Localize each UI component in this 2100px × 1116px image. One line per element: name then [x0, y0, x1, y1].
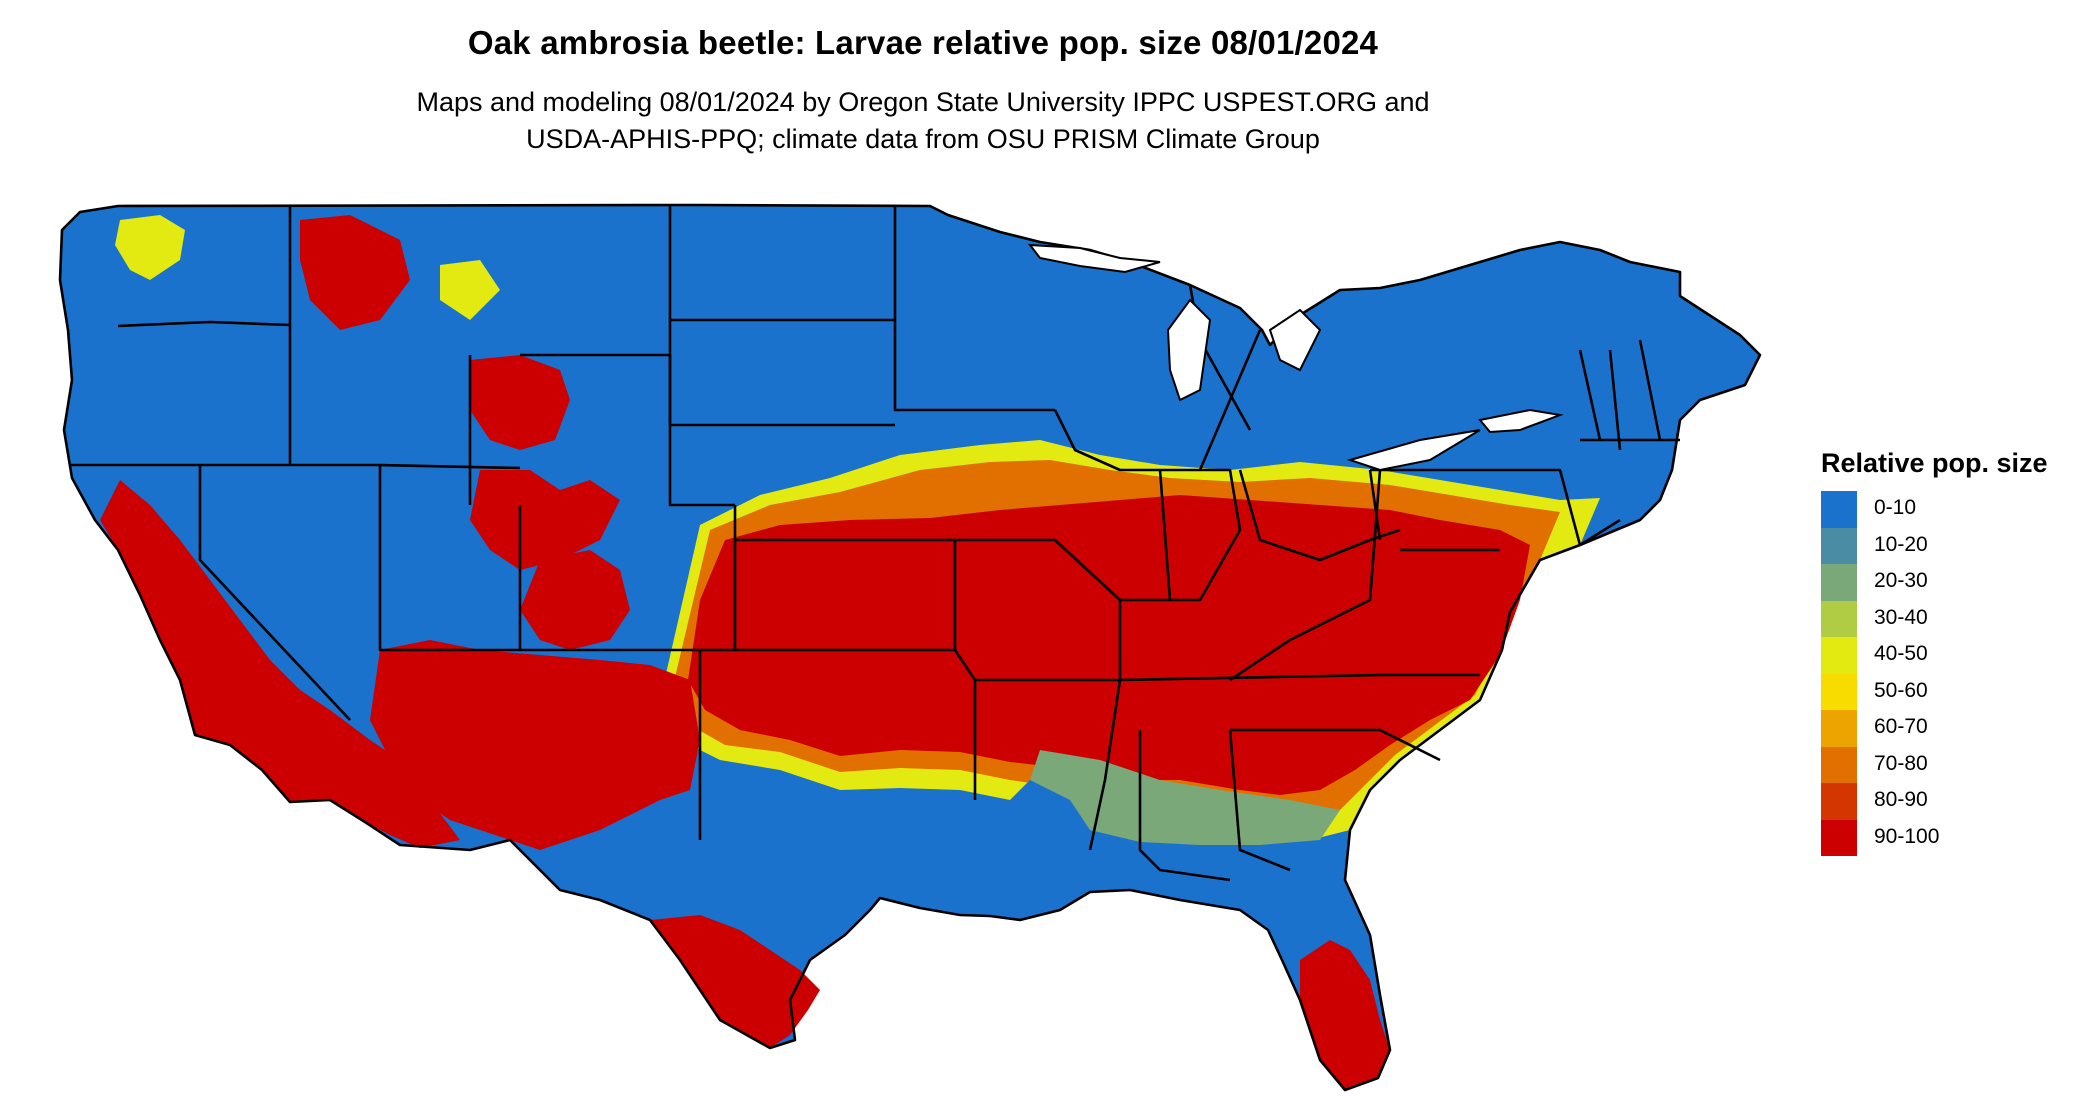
- legend-swatch: [1821, 673, 1857, 710]
- legend-swatch: [1821, 819, 1857, 856]
- legend-label: 50-60: [1874, 678, 1928, 702]
- legend-swatch: [1821, 527, 1857, 564]
- legend-item: 90-100: [1821, 819, 2081, 856]
- map-subtitle: Maps and modeling 08/01/2024 by Oregon S…: [0, 84, 1846, 158]
- legend-swatch: [1821, 637, 1857, 674]
- legend-items: 0-10 10-20 20-30 30-40 40-50 50-60 60-70 70-80 8…: [1821, 491, 2081, 856]
- legend-label: 90-100: [1874, 824, 1940, 848]
- legend-label: 30-40: [1874, 605, 1928, 629]
- legend-item: 30-40: [1821, 600, 2081, 637]
- legend-swatch: [1821, 783, 1857, 820]
- legend-item: 70-80: [1821, 746, 2081, 783]
- legend-swatch: [1821, 564, 1857, 601]
- legend-swatch: [1821, 746, 1857, 783]
- legend-label: 40-50: [1874, 642, 1928, 665]
- legend-swatch: [1821, 491, 1857, 528]
- us-map: [58, 203, 1762, 1092]
- map-title: Oak ambrosia beetle: Larvae relative pop…: [467, 24, 1379, 61]
- subtitle-line-1: Maps and modeling 08/01/2024 by Oregon S…: [416, 87, 1430, 117]
- legend-item: 80-90: [1821, 783, 2081, 820]
- great-lakes: [1027, 243, 1564, 472]
- legend-label: 0-10: [1874, 496, 1917, 519]
- subtitle-line-2: USDA-APHIS-PPQ; climate data from OSU PR…: [526, 124, 1320, 154]
- legend-item: 0-10: [1821, 491, 2081, 528]
- legend-swatch: [1821, 600, 1857, 637]
- legend: Relative pop. size 0-10 10-20 20-30 30-40 40…: [1821, 448, 2081, 856]
- legend-label: 70-80: [1874, 751, 1928, 775]
- legend-swatch: [1821, 710, 1857, 747]
- legend-label: 60-70: [1874, 715, 1928, 738]
- legend-label: 10-20: [1874, 532, 1928, 556]
- legend-label: 20-30: [1874, 569, 1928, 592]
- legend-item: 20-30: [1821, 564, 2081, 601]
- legend-item: 50-60: [1821, 673, 2081, 710]
- legend-item: 60-70: [1821, 710, 2081, 747]
- legend-item: 40-50: [1821, 637, 2081, 674]
- legend-title: Relative pop. size: [1821, 448, 2048, 478]
- legend-item: 10-20: [1821, 527, 2081, 564]
- legend-label: 80-90: [1874, 788, 1928, 811]
- state-borders: [58, 203, 1762, 1092]
